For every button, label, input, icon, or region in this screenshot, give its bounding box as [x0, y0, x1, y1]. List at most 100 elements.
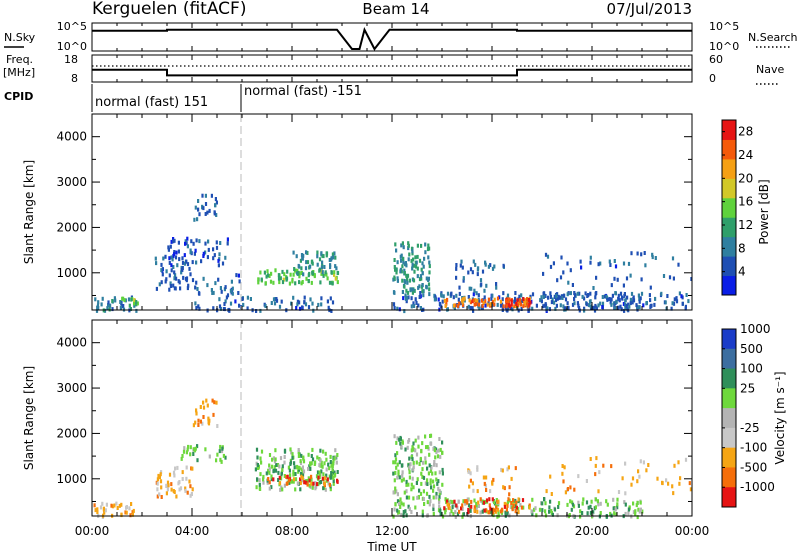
range-gate-cell: [624, 298, 627, 303]
range-gate-cell: [165, 277, 168, 282]
range-gate-cell: [488, 510, 491, 515]
colorbar-tick-label: 4: [738, 265, 746, 279]
range-gate-cell: [476, 267, 479, 272]
range-gate-cell: [634, 511, 637, 516]
range-gate-cell: [475, 501, 478, 506]
range-gate-cell: [639, 500, 642, 505]
range-gate-cell: [434, 295, 437, 300]
range-gate-cell: [221, 446, 224, 451]
range-gate-cell: [399, 441, 402, 446]
range-gate-cell: [592, 510, 595, 515]
range-gate-cell: [301, 473, 305, 478]
range-gate-cell: [455, 263, 458, 267]
range-gate-cell: [202, 251, 205, 256]
range-gate-cell: [194, 285, 197, 290]
range-gate-cell: [458, 301, 461, 306]
range-gate-cell: [544, 294, 547, 298]
range-gate-cell: [165, 491, 168, 496]
range-gate-cell: [526, 301, 529, 306]
cpid-segment-label: normal (fast) -151: [244, 84, 362, 99]
velocity-ylabel: Slant Range [km]: [22, 366, 36, 470]
range-gate-cell: [273, 301, 277, 306]
range-gate-cell: [329, 265, 332, 270]
range-gate-cell: [304, 266, 308, 271]
colorbar-swatch: [722, 120, 736, 140]
range-gate-cell: [398, 307, 401, 312]
range-gate-cell: [589, 457, 592, 461]
range-gate-cell: [468, 286, 471, 291]
range-gate-cell: [328, 258, 331, 262]
range-gate-cell: [132, 508, 135, 513]
range-gate-cell: [396, 508, 399, 513]
range-gate-cell: [570, 507, 573, 512]
range-gate-cell: [531, 306, 534, 311]
range-gate-cell: [263, 270, 266, 275]
range-gate-cell: [297, 448, 300, 452]
range-gate-cell: [412, 288, 415, 293]
range-gate-cell: [605, 499, 608, 504]
range-gate-cell: [626, 307, 629, 312]
range-gate-cell: [321, 464, 324, 469]
nsky-panel-ticks: [91, 23, 693, 51]
range-gate-cell: [101, 296, 104, 301]
range-gate-cell: [416, 477, 419, 482]
range-gate-cell: [274, 468, 278, 473]
range-gate-cell: [96, 303, 100, 308]
range-gate-cell: [217, 263, 220, 268]
range-gate-cell: [101, 501, 104, 506]
range-gate-cell: [405, 489, 408, 494]
range-gate-cell: [546, 254, 550, 259]
range-gate-cell: [215, 240, 218, 245]
range-gate-cell: [610, 283, 613, 288]
range-gate-cell: [197, 199, 200, 203]
range-gate-cell: [552, 261, 555, 266]
range-gate-cell: [617, 296, 620, 301]
range-gate-cell: [469, 300, 472, 305]
range-gate-cell: [271, 457, 274, 462]
range-gate-cell: [605, 294, 608, 299]
range-gate-cell: [407, 295, 410, 300]
range-gate-cell: [289, 272, 292, 277]
range-gate-cell: [609, 511, 612, 516]
range-gate-cell: [305, 480, 308, 485]
range-gate-cell: [214, 281, 217, 286]
range-gate-cell: [410, 246, 414, 251]
range-gate-cell: [396, 306, 399, 311]
range-gate-cell: [411, 262, 414, 267]
range-gate-cell: [488, 503, 491, 508]
range-gate-cell: [429, 481, 432, 486]
range-gate-cell: [425, 285, 428, 290]
range-gate-cell: [614, 264, 618, 269]
colorbar-tick-label: -500: [740, 460, 767, 474]
range-gate-cell: [403, 271, 406, 275]
range-gate-cell: [324, 451, 327, 456]
range-gate-cell: [219, 444, 222, 449]
range-gate-cell: [399, 269, 402, 274]
range-gate-cell: [469, 267, 473, 272]
range-gate-cell: [172, 239, 175, 244]
range-gate-cell: [189, 272, 192, 277]
colorbar-swatch: [722, 139, 736, 160]
range-gate-cell: [396, 499, 400, 504]
range-gate-cell: [407, 463, 410, 468]
colorbar-swatch: [722, 236, 736, 257]
range-gate-cell: [311, 457, 315, 462]
range-gate-cell: [256, 477, 259, 482]
range-gate-cell: [519, 302, 522, 307]
range-gate-cell: [202, 415, 205, 419]
range-gate-cell: [168, 256, 171, 261]
range-gate-cell: [322, 254, 325, 259]
range-gate-cell: [426, 445, 429, 449]
range-gate-cell: [594, 303, 597, 308]
range-gate-cell: [396, 462, 399, 467]
range-gate-cell: [485, 508, 488, 513]
range-gate-cell: [427, 255, 430, 260]
range-gate-cell: [291, 277, 294, 282]
range-gate-cell: [506, 511, 509, 516]
range-gate-cell: [128, 506, 131, 511]
range-gate-cell: [401, 463, 404, 468]
range-gate-cell: [179, 486, 183, 491]
colorbar-swatch: [722, 197, 736, 218]
range-gate-cell: [411, 476, 414, 481]
range-gate-cell: [617, 293, 620, 298]
